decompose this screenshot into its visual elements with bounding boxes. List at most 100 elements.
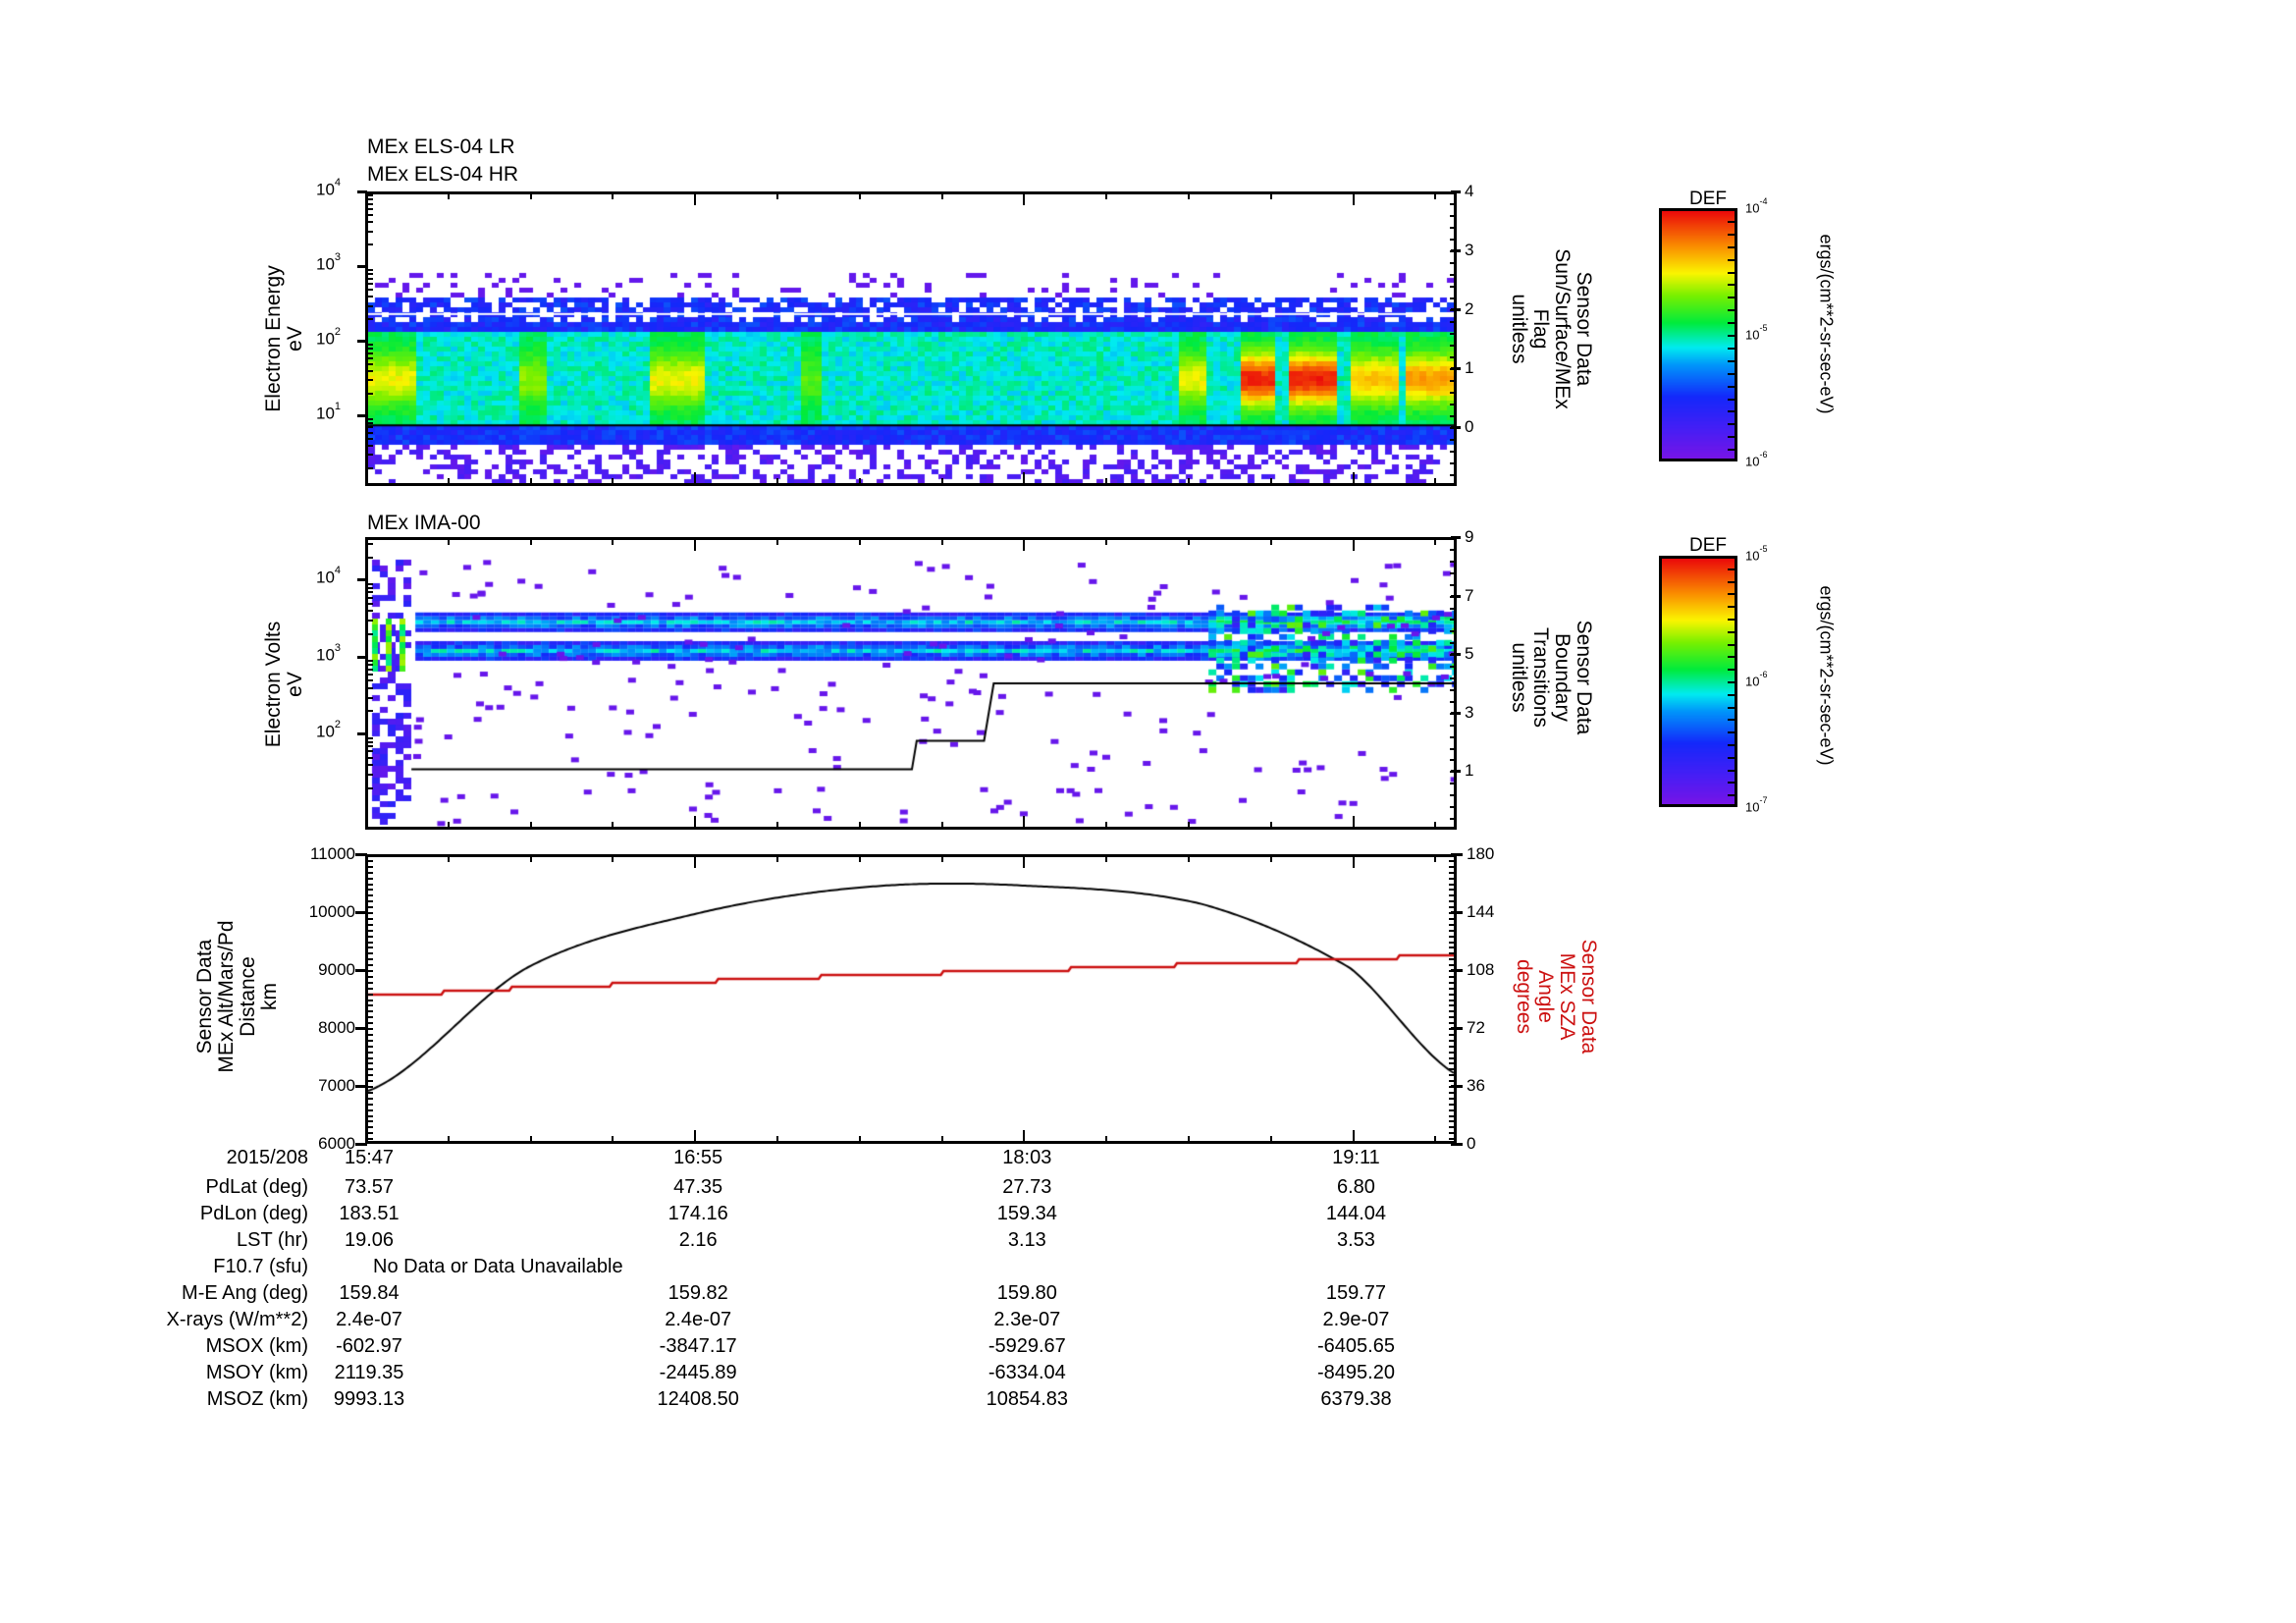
altitude-axis-label: Sensor Data MEx Alt/Mars/Pd Distance km [193,920,281,1073]
ephemeris-row: X-rays (W/m**2) 2.4e-07 2.4e-07 2.3e-07 2.9e… [0,1309,1472,1334]
tick-mark [365,243,373,246]
tick-mark [1450,451,1457,453]
ephemeris-row: F10.7 (sfu) No Data or Data Unavailable [0,1256,1472,1281]
tick-mark [1449,894,1457,897]
tick-mark [1449,1016,1457,1019]
tick-mark [694,472,697,486]
tick-mark [365,379,373,382]
tick-mark [365,304,373,307]
ephemeris-value: 10854.83 [986,1388,1069,1410]
tick-mark [940,478,943,486]
tick-mark [365,1056,373,1059]
tick-mark [365,362,373,365]
ephemeris-row: MSOY (km) 2119.35 -2445.89 -6334.04 -8495.20 [0,1362,1472,1387]
tick-mark [858,854,861,862]
colorbar-minor-tick [1728,656,1735,659]
els-spectrogram-canvas [368,194,1454,483]
tick-mark [1450,356,1457,358]
altitude-sza-canvas [368,857,1454,1141]
sza-tick-label: 108 [1467,960,1495,979]
tick-mark [1449,1097,1457,1100]
tick-mark [1450,227,1457,229]
tick-mark [365,859,373,862]
tick-mark [365,221,373,224]
tick-mark [365,877,373,880]
tick-mark [858,822,861,830]
tick-mark [1450,712,1457,715]
tick-mark [365,1051,373,1054]
tick-mark [1450,548,1457,551]
tick-mark [365,923,373,926]
els-right-axis-label: Sensor Data Sun/Surface/MEx Flag unitles… [1508,248,1595,409]
ephemeris-value: 6.80 [1337,1176,1375,1198]
tick-mark [612,191,614,199]
colorbar-minor-tick [1728,297,1735,299]
tick-mark [365,935,373,938]
colorbar-minor-tick [1728,347,1735,350]
tick-mark [365,750,373,753]
tick-mark [1449,889,1457,892]
tick-mark [1352,1130,1355,1144]
tick-mark [694,1130,697,1144]
ephemeris-row: PdLat (deg) 73.57 47.35 27.73 6.80 [0,1176,1472,1202]
altitude-tick-label: 10000 [308,902,355,921]
tick-mark [355,969,367,972]
colorbar-minor-tick [1728,756,1735,759]
tick-mark [1449,883,1457,886]
flag-tick-label: 4 [1465,182,1474,200]
colorbar-minor-tick [1728,410,1735,413]
ephemeris-value: 2119.35 [334,1362,404,1383]
tick-mark [365,591,373,594]
tick-mark [1449,912,1457,914]
sza-tick-label: 0 [1467,1134,1476,1153]
colorbar-minor-tick [1728,359,1735,362]
tick-mark [365,542,373,545]
ima-spectrogram-canvas [368,540,1454,827]
tick-mark [365,296,373,298]
tick-mark [357,264,367,268]
tick-mark [529,1136,532,1144]
tick-mark [1449,1028,1457,1030]
tick-mark [365,952,373,955]
tick-mark [1434,822,1437,830]
tick-mark [1449,1051,1457,1054]
tick-mark [365,437,373,440]
tick-mark [1451,1027,1463,1030]
tick-mark [365,673,373,676]
tick-mark [775,478,778,486]
els-spectrogram-panel [365,191,1457,486]
tick-mark [1450,286,1457,288]
tick-mark [1449,865,1457,868]
ephemeris-value: 27.73 [1002,1176,1052,1198]
tick-mark [365,582,373,585]
tick-mark [365,764,373,767]
tick-mark [1434,854,1437,862]
tick-mark [365,191,367,205]
tick-mark [1449,906,1457,909]
tick-mark [1450,203,1457,205]
boundary-tick-label: 9 [1465,527,1474,546]
colorbar-minor-tick [1728,630,1735,633]
tick-mark [1187,478,1190,486]
tick-mark [365,213,373,216]
tick-mark [1269,191,1272,199]
colorbar-minor-tick [1728,706,1735,709]
tick-mark [365,981,373,984]
tick-mark [612,537,614,545]
tick-mark [1450,642,1457,645]
ephemeris-value: 2.9e-07 [1322,1309,1390,1330]
tick-mark [365,431,373,434]
ephemeris-row: M-E Ang (deg) 159.84 159.82 159.80 159.77 [0,1282,1472,1308]
tick-mark [447,1136,450,1144]
energy-tick-label: 103 [316,250,342,274]
tick-mark [365,1028,373,1030]
tick-mark [1449,923,1457,926]
tick-mark [1449,1039,1457,1042]
tick-mark [365,993,373,996]
ima-colorbar [1659,556,1737,807]
tick-mark [1450,439,1457,441]
tick-mark [1450,688,1457,691]
ephemeris-value: 6379.38 [1320,1388,1392,1410]
tick-mark [365,370,373,372]
tick-mark [365,632,373,635]
